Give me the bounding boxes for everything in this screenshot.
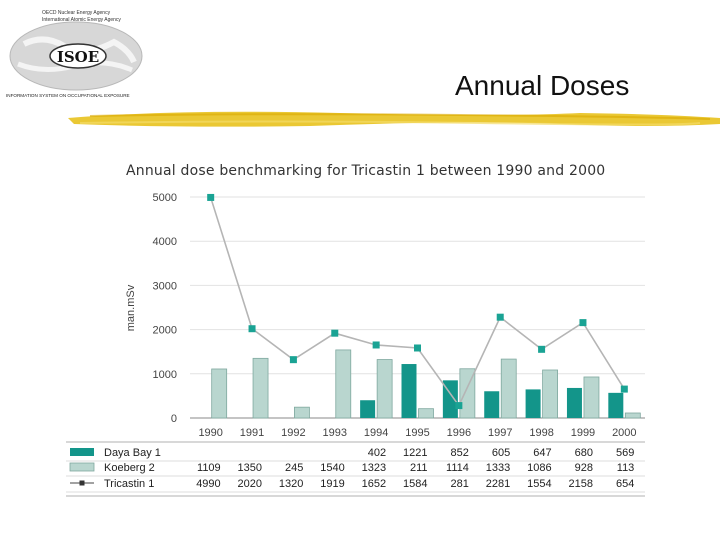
- y-tick-label: 3000: [153, 280, 177, 292]
- y-tick-label: 1000: [153, 369, 177, 381]
- bar-daya-bay-1: [360, 400, 376, 418]
- legend-label: Tricastin 1: [104, 478, 154, 490]
- y-tick-label: 2000: [153, 325, 177, 337]
- bar-koeberg-2: [418, 408, 434, 419]
- legend-label: Koeberg 2: [104, 462, 155, 474]
- x-tick-label: 1998: [529, 427, 553, 439]
- legend-marker: [79, 480, 85, 486]
- table-cell: 1320: [279, 478, 303, 490]
- bar-daya-bay-1: [484, 391, 500, 418]
- point-tricastin-1: [331, 329, 339, 337]
- bar-daya-bay-1: [608, 392, 624, 418]
- x-tick-label: 1997: [488, 427, 512, 439]
- bar-koeberg-2: [624, 412, 641, 419]
- bar-koeberg-2: [376, 359, 393, 419]
- series-line-tricastin-1: [209, 197, 625, 408]
- table-cell: 2281: [486, 478, 510, 490]
- y-tick-label: 5000: [153, 192, 177, 204]
- point-tricastin-1: [248, 325, 256, 333]
- isoe-logo: ISOE OECD Nuclear Energy Agency Internat…: [6, 10, 143, 98]
- table-cell: 569: [616, 447, 634, 459]
- x-tick-label: 1995: [405, 427, 429, 439]
- table-cell: 680: [575, 447, 593, 459]
- table-cell: 1086: [527, 462, 551, 474]
- table-cell: 113: [617, 462, 635, 474]
- table-cell: 2158: [568, 478, 592, 490]
- table-cell: 654: [616, 478, 634, 490]
- bar-daya-bay-1: [525, 389, 541, 418]
- slide-title: Annual Doses: [455, 70, 630, 101]
- logo-text: ISOE: [57, 48, 99, 66]
- x-tick-label: 2000: [612, 427, 636, 439]
- point-tricastin-1: [207, 193, 215, 201]
- table-cell: 928: [575, 462, 593, 474]
- table-cell: 852: [451, 447, 469, 459]
- table-cell: 402: [368, 447, 386, 459]
- y-tick-label: 4000: [153, 236, 177, 248]
- bar-koeberg-2: [542, 369, 558, 419]
- brush-stroke-divider: [68, 111, 720, 127]
- chart-title: Annual dose benchmarking for Tricastin 1…: [126, 163, 606, 179]
- bar-koeberg-2: [583, 376, 600, 419]
- legend-swatch: [70, 448, 94, 456]
- legend-swatch: [69, 462, 95, 472]
- point-tricastin-1: [289, 356, 297, 364]
- table-cell: 1323: [362, 462, 386, 474]
- logo-caption: INFORMATION SYSTEM ON OCCUPATIONAL EXPOS…: [6, 93, 130, 98]
- x-tick-label: 1994: [364, 427, 388, 439]
- table-cell: 1109: [197, 462, 221, 474]
- table-cell: 1333: [486, 462, 510, 474]
- table-cell: 647: [533, 447, 551, 459]
- table-cell: 281: [451, 478, 469, 490]
- point-tricastin-1: [372, 341, 380, 349]
- table-cell: 1652: [362, 478, 386, 490]
- y-tick-label: 0: [171, 413, 177, 425]
- x-tick-label: 1990: [198, 427, 222, 439]
- bar-koeberg-2: [335, 349, 352, 419]
- table-cell: 1540: [320, 462, 344, 474]
- table-cell: 605: [492, 447, 510, 459]
- table-cell: 1919: [320, 478, 344, 490]
- bar-koeberg-2: [294, 406, 310, 419]
- point-tricastin-1: [455, 402, 463, 410]
- x-tick-label: 1993: [323, 427, 347, 439]
- legend-label: Daya Bay 1: [104, 447, 161, 459]
- point-tricastin-1: [496, 313, 504, 321]
- table-cell: 1350: [238, 462, 262, 474]
- bar-koeberg-2: [500, 358, 517, 419]
- table-cell: 1221: [403, 447, 427, 459]
- point-tricastin-1: [414, 344, 421, 352]
- x-tick-label: 1999: [571, 427, 595, 439]
- logo-line-2: International Atomic Energy Agency: [42, 17, 121, 23]
- bar-daya-bay-1: [401, 364, 417, 418]
- x-tick-label: 1992: [281, 427, 305, 439]
- bar-koeberg-2: [211, 368, 228, 419]
- table-cell: 1554: [527, 478, 551, 490]
- point-tricastin-1: [579, 319, 587, 327]
- table-cell: 245: [285, 462, 303, 474]
- bar-daya-bay-1: [566, 387, 582, 418]
- y-axis-label: man.mSv: [125, 284, 137, 331]
- point-tricastin-1: [538, 345, 546, 353]
- table-cell: 1584: [403, 478, 427, 490]
- table-cell: 1114: [446, 462, 469, 474]
- table-cell: 211: [410, 462, 428, 474]
- point-tricastin-1: [620, 385, 628, 393]
- logo-line-1: OECD Nuclear Energy Agency: [42, 10, 111, 16]
- table-cell: 4990: [196, 478, 220, 490]
- x-tick-label: 1991: [240, 427, 264, 439]
- table-cell: 2020: [238, 478, 262, 490]
- x-tick-label: 1996: [447, 427, 471, 439]
- bar-koeberg-2: [252, 357, 269, 419]
